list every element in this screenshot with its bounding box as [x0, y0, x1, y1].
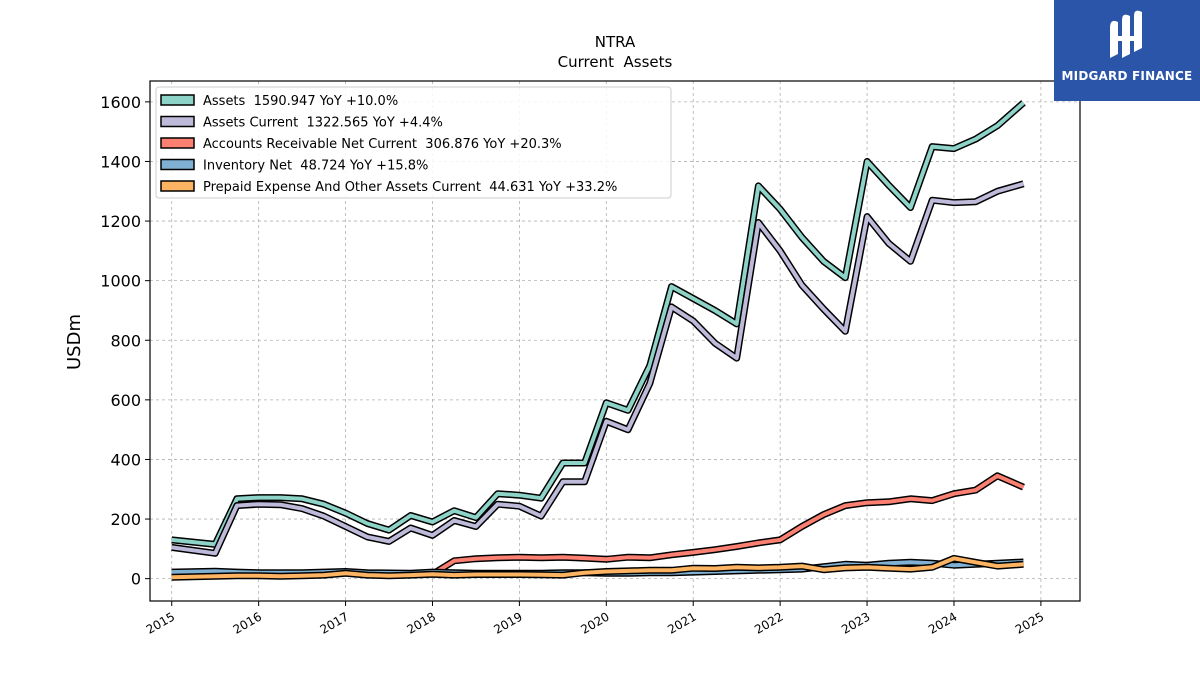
logo-mark-icon	[1110, 10, 1142, 59]
legend-label: Assets 1590.947 YoY +10.0%	[203, 94, 398, 109]
series-group	[171, 100, 1026, 581]
x-axis: 2015 2016 2017 2018 2019 2020 2021 2022 2023 2024…	[144, 601, 1046, 637]
logo-text: MIDGARD FINANCE	[1061, 69, 1193, 83]
chart-subtitle: Current Assets	[558, 53, 673, 71]
x-tick-label: 2021	[665, 609, 698, 636]
series-line-2	[171, 180, 1025, 557]
legend-label: Prepaid Expense And Other Assets Current…	[203, 180, 617, 195]
series-line-1	[171, 100, 1026, 548]
legend-swatch	[160, 158, 195, 171]
x-tick-label: 2016	[231, 609, 264, 636]
brand-logo: MIDGARD FINANCE	[1054, 0, 1200, 101]
y-tick-label: 1000	[100, 272, 141, 291]
x-tick-label: 2025	[1013, 609, 1046, 636]
series-outline	[430, 472, 1025, 578]
legend-item: Accounts Receivable Net Current 306.876 …	[160, 137, 562, 152]
x-tick-label: 2020	[578, 609, 611, 636]
y-tick-label: 200	[110, 510, 141, 529]
series-stroke	[171, 556, 1024, 580]
y-tick-label: 1600	[100, 93, 141, 112]
legend-swatch	[160, 115, 195, 128]
legend: Assets 1590.947 YoY +10.0% Assets Current…	[155, 86, 672, 199]
y-tick-label: 1400	[100, 152, 141, 171]
y-axis-label: USDm	[64, 314, 85, 370]
legend-item: Prepaid Expense And Other Assets Current…	[160, 180, 617, 195]
legend-swatch	[160, 180, 195, 192]
chart-title: NTRA	[595, 33, 636, 51]
series-stroke	[171, 181, 1025, 556]
y-tick-label: 600	[110, 391, 141, 410]
y-tick-label: 0	[131, 570, 141, 589]
legend-swatch	[160, 137, 195, 149]
x-tick-label: 2018	[405, 609, 438, 636]
x-tick-label: 2017	[318, 609, 351, 636]
y-tick-label: 400	[110, 450, 141, 469]
x-tick-label: 2023	[839, 609, 872, 636]
y-axis: 0 200 400 600 800 1000 1200 1400 1600	[100, 93, 150, 589]
x-tick-label: 2019	[491, 609, 524, 636]
x-tick-label: 2022	[752, 609, 785, 636]
series-line-3	[430, 472, 1025, 578]
x-tick-label: 2024	[926, 609, 959, 636]
x-tick-label: 2015	[144, 609, 177, 636]
legend-label: Inventory Net 48.724 YoY +15.8%	[203, 159, 428, 174]
legend-box	[155, 86, 672, 199]
y-tick-label: 1200	[100, 212, 141, 231]
series-stroke	[431, 473, 1025, 576]
legend-item: Inventory Net 48.724 YoY +15.8%	[160, 158, 428, 174]
legend-item: Assets 1590.947 YoY +10.0%	[160, 94, 398, 109]
legend-swatch	[160, 94, 195, 106]
plot-frame	[149, 80, 1081, 602]
series-stroke	[171, 101, 1025, 547]
y-tick-label: 800	[110, 331, 141, 350]
legend-item: Assets Current 1322.565 YoY +4.4%	[160, 115, 443, 131]
legend-label: Accounts Receivable Net Current 306.876 …	[203, 137, 562, 152]
series-line-5	[171, 554, 1024, 581]
legend-label: Assets Current 1322.565 YoY +4.4%	[203, 116, 443, 131]
